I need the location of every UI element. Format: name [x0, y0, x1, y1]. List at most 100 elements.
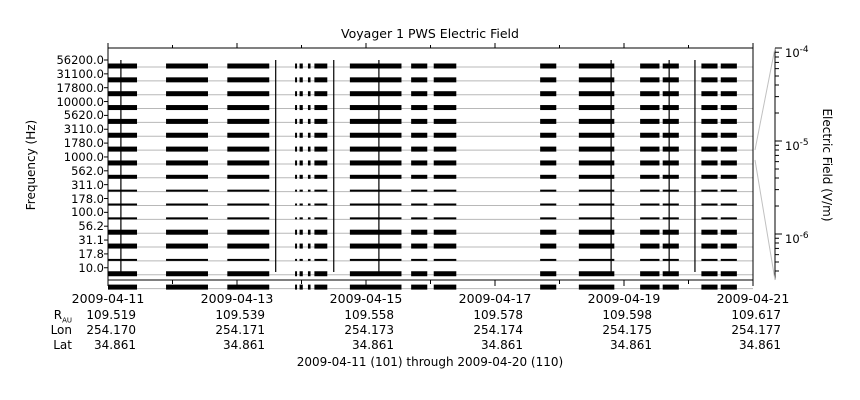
channel-segment: [701, 105, 718, 111]
channel-segment: [314, 160, 328, 166]
channel-segment: [578, 203, 615, 206]
channel-segment: [540, 146, 557, 152]
channel-segment: [299, 217, 303, 220]
channel-segment: [720, 203, 737, 206]
ephemeris-value: 254.174: [473, 323, 523, 337]
channel-segment: [349, 217, 402, 220]
channel-segment: [433, 217, 457, 220]
channel-segment: [662, 63, 679, 69]
channel-segment: [640, 146, 660, 152]
channel-segment: [295, 229, 298, 235]
channel-segment: [640, 105, 660, 111]
channel-segment: [166, 160, 208, 166]
channel-segment: [720, 174, 737, 179]
emission-spikes: [120, 60, 696, 272]
channel-segment: [720, 91, 737, 97]
channel-segment: [720, 146, 737, 152]
channel-segment: [578, 118, 615, 124]
ephemeris-value: 109.558: [344, 308, 394, 322]
channel-segment: [295, 217, 298, 220]
channel-segment: [349, 258, 402, 261]
x-ticks: [107, 43, 754, 286]
colorbar-tick-label: 10-5: [785, 138, 809, 153]
ephemeris-value: 34.861: [481, 338, 523, 352]
channel-segment: [578, 217, 615, 220]
channel-segment: [540, 258, 557, 261]
channel-segment: [227, 118, 270, 124]
channel-segment: [701, 146, 718, 152]
channel-segment: [540, 271, 557, 277]
channel-segment: [166, 132, 208, 138]
channel-segment: [227, 146, 270, 152]
channel-segment: [578, 189, 615, 192]
channel-segment: [166, 77, 208, 83]
ephemeris-value: 109.519: [86, 308, 136, 322]
channel-segment: [166, 146, 208, 152]
colorbar-connector: [754, 47, 776, 151]
channel-segment: [307, 258, 311, 261]
channel-segment: [166, 258, 208, 261]
channel-segment: [314, 229, 328, 235]
colorbar: [754, 47, 782, 281]
channel-segment: [701, 118, 718, 124]
channel-segment: [411, 229, 428, 235]
y-tick-label: 1000.0: [63, 149, 104, 164]
channel-segment: [349, 284, 402, 290]
channel-segment: [433, 160, 457, 166]
channel-segment: [295, 160, 298, 166]
channel-segment: [227, 217, 270, 220]
channel-segment: [640, 118, 660, 124]
channel-segment: [701, 203, 718, 206]
channel-segment: [166, 229, 208, 235]
date-range-footer: 2009-04-11 (101) through 2009-04-20 (110…: [296, 355, 564, 369]
channel-segment: [108, 118, 138, 124]
channel-segment: [227, 243, 270, 249]
channel-segment: [720, 77, 737, 83]
channel-segment: [720, 105, 737, 111]
channel-segment: [640, 189, 660, 192]
channel-segment: [299, 284, 303, 290]
channel-segment: [701, 91, 718, 97]
channel-segment: [108, 217, 138, 220]
channel-segment: [701, 258, 718, 261]
channel-segment: [227, 77, 270, 83]
channel-segment: [166, 217, 208, 220]
channel-segment: [295, 284, 298, 290]
x-tick-label: 2009-04-15: [329, 291, 403, 306]
channel-segment: [299, 229, 303, 235]
channel-segment: [701, 189, 718, 192]
channel-segment: [314, 217, 328, 220]
channel-segment: [166, 118, 208, 124]
channel-segment: [166, 174, 208, 179]
channel-segment: [701, 63, 718, 69]
channel-segment: [108, 189, 138, 192]
channel-segment: [578, 258, 615, 261]
channel-segment: [227, 189, 270, 192]
channel-segment: [640, 258, 660, 261]
channel-segment: [307, 105, 311, 111]
channel-segment: [108, 229, 138, 235]
y-tick-label: 1780.0: [63, 136, 104, 151]
x-tick-label: 2009-04-21: [716, 291, 790, 306]
channel-segment: [307, 229, 311, 235]
channel-segment: [307, 63, 311, 69]
channel-segment: [295, 118, 298, 124]
channel-segment: [720, 118, 737, 124]
channel-segment: [640, 160, 660, 166]
y-tick-label: 10.0: [78, 260, 104, 275]
ephemeris-value: 254.177: [731, 323, 781, 337]
channel-segment: [433, 146, 457, 152]
channel-segment: [227, 91, 270, 97]
channel-segment: [295, 105, 298, 111]
y-tick-label: 56200.0: [56, 53, 104, 67]
channel-segment: [540, 284, 557, 290]
channel-segment: [411, 271, 428, 277]
channel-segment: [349, 203, 402, 206]
channel-segment: [299, 77, 303, 83]
channel-segment: [433, 243, 457, 249]
channel-segment: [314, 105, 328, 111]
channel-segment: [166, 271, 208, 277]
channel-segment: [540, 174, 557, 179]
colorbar-tick-label: 10-6: [785, 231, 809, 246]
ephemeris-value: 254.175: [602, 323, 652, 337]
